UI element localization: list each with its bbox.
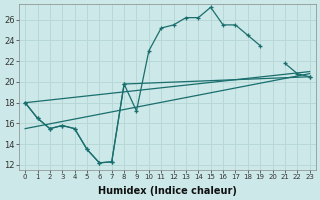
- X-axis label: Humidex (Indice chaleur): Humidex (Indice chaleur): [98, 186, 237, 196]
